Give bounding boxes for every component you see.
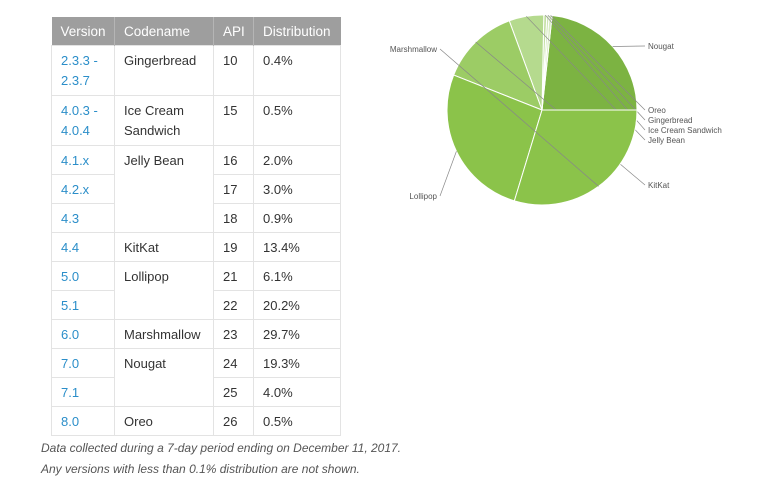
version-link[interactable]: 7.0 — [51, 348, 115, 378]
pie-leader-line — [439, 151, 457, 197]
version-link[interactable]: 4.0.3 -4.0.4 — [51, 95, 115, 146]
table-header-row: Version Codename API Distribution — [51, 17, 341, 46]
table-row: 4.3 18 0.9% — [51, 203, 341, 233]
table-row: 4.1.x Jelly Bean 16 2.0% — [51, 145, 341, 233]
api-cell: 22 — [213, 290, 254, 320]
header-api: API — [213, 17, 254, 46]
api-cell: 18 — [213, 203, 254, 233]
api-cell: 15 — [213, 95, 254, 146]
table-row: 7.0 Nougat 24 19.3% — [51, 348, 341, 407]
header-distribution: Distribution — [253, 17, 341, 46]
pie-leader-line — [612, 45, 646, 47]
version-link[interactable]: 5.0 — [51, 261, 115, 291]
distribution-cell: 3.0% — [253, 174, 341, 204]
pie-leader-line — [439, 48, 599, 187]
api-cell: 23 — [213, 319, 254, 349]
codename-cell: KitKat — [114, 232, 214, 262]
pie-label: Marshmallow — [390, 45, 437, 54]
distribution-cell: 0.9% — [253, 203, 341, 233]
pie-label: Ice Cream Sandwich — [648, 126, 722, 135]
table-row: 6.0 Marshmallow 23 29.7% — [51, 319, 341, 349]
distribution-table: Version Codename API Distribution 2.3.3 … — [51, 17, 341, 436]
table-row: 2.3.3 -2.3.7 Gingerbread 10 0.4% — [51, 45, 341, 96]
distribution-cell: 29.7% — [253, 319, 341, 349]
pie-leader-line — [547, 14, 646, 121]
distribution-cell: 0.5% — [253, 95, 341, 146]
api-cell: 26 — [213, 406, 254, 436]
footnote-collection-period: Data collected during a 7-day period end… — [41, 441, 402, 455]
table-row: 4.2.x 17 3.0% — [51, 174, 341, 204]
codename-cell: Lollipop — [114, 261, 214, 320]
version-link[interactable]: 7.1 — [51, 377, 115, 407]
header-version: Version — [51, 17, 115, 46]
table-row: 4.0.3 -4.0.4 Ice Cream Sandwich 15 0.5% — [51, 95, 341, 146]
codename-cell: Marshmallow — [114, 319, 214, 349]
distribution-cell: 4.0% — [253, 377, 341, 407]
table-row: 5.0 Lollipop 21 6.1% — [51, 261, 341, 320]
api-cell: 21 — [213, 261, 254, 291]
api-cell: 24 — [213, 348, 254, 378]
version-link[interactable]: 4.2.x — [51, 174, 115, 204]
pie-label: Oreo — [648, 106, 666, 115]
version-link[interactable]: 2.3.3 -2.3.7 — [51, 45, 115, 96]
api-cell: 16 — [213, 145, 254, 175]
distribution-cell: 6.1% — [253, 261, 341, 291]
codename-cell: Gingerbread — [114, 45, 214, 96]
table-row: 7.1 25 4.0% — [51, 377, 341, 407]
codename-cell: Nougat — [114, 348, 214, 407]
distribution-cell: 19.3% — [253, 348, 341, 378]
distribution-cell: 13.4% — [253, 232, 341, 262]
table-row: 4.4 KitKat 19 13.4% — [51, 232, 341, 262]
distribution-cell: 20.2% — [253, 290, 341, 320]
version-link[interactable]: 4.3 — [51, 203, 115, 233]
codename-cell: Ice Cream Sandwich — [114, 95, 214, 146]
pie-slice — [513, 109, 638, 206]
pie-label: Lollipop — [409, 192, 437, 201]
table-row: 5.1 22 20.2% — [51, 290, 341, 320]
pie-label: Nougat — [648, 42, 675, 51]
api-cell: 17 — [213, 174, 254, 204]
table-row: 8.0 Oreo 26 0.5% — [51, 406, 341, 436]
api-cell: 10 — [213, 45, 254, 96]
pie-leader-line — [550, 15, 646, 111]
pie-label: KitKat — [648, 181, 670, 190]
version-link[interactable]: 4.1.x — [51, 145, 115, 175]
version-link[interactable]: 5.1 — [51, 290, 115, 320]
distribution-cell: 0.5% — [253, 406, 341, 436]
footnote-threshold: Any versions with less than 0.1% distrib… — [41, 462, 360, 476]
distribution-cell: 2.0% — [253, 145, 341, 175]
version-link[interactable]: 8.0 — [51, 406, 115, 436]
api-cell: 25 — [213, 377, 254, 407]
distribution-cell: 0.4% — [253, 45, 341, 96]
codename-cell: Oreo — [114, 406, 214, 436]
codename-cell: Jelly Bean — [114, 145, 214, 233]
pie-label: Jelly Bean — [648, 136, 685, 145]
pie-label: Gingerbread — [648, 116, 692, 125]
version-link[interactable]: 6.0 — [51, 319, 115, 349]
header-codename: Codename — [114, 17, 214, 46]
version-link[interactable]: 4.4 — [51, 232, 115, 262]
api-cell: 19 — [213, 232, 254, 262]
